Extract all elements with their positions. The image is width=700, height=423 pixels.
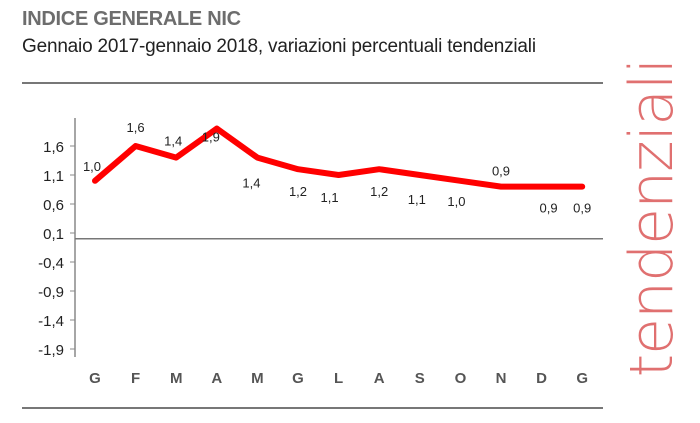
chart-title: INDICE GENERALE NIC [22, 8, 241, 30]
data-label: 1,1 [321, 190, 339, 205]
series-line [92, 125, 586, 190]
line-chart: 1,6 1,1 0,6 0,1 -0,4 -0,9 -1,4 -1,9 G F M A M G L A S O N D… [38, 118, 603, 387]
y-tick-label: 1,1 [43, 168, 64, 185]
y-tick-label: -1,9 [38, 342, 64, 359]
data-label: 1,9 [202, 130, 220, 145]
x-tick-label: F [131, 370, 140, 387]
data-label: 1,6 [127, 120, 145, 135]
x-tick-label: N [496, 370, 507, 387]
data-label: 1,2 [370, 184, 388, 199]
y-tick-label: 1,6 [43, 139, 64, 156]
x-tick-label: G [89, 370, 101, 387]
data-label: 0,9 [492, 164, 510, 179]
x-tick-label: L [334, 370, 343, 387]
x-tick-label: A [374, 370, 385, 387]
data-label: 1,2 [289, 184, 307, 199]
y-tick-label: -0,9 [38, 284, 64, 301]
chart-subtitle: Gennaio 2017-gennaio 2018, variazioni pe… [22, 36, 536, 57]
x-tick-label: M [251, 370, 264, 387]
x-tick-label: G [576, 370, 588, 387]
x-tick-label: O [455, 370, 467, 387]
data-label: 1,4 [242, 176, 260, 191]
data-label: 1,4 [164, 134, 182, 149]
data-label: 1,0 [447, 194, 465, 209]
data-label: 1,1 [408, 192, 426, 207]
x-tick-label: M [170, 370, 183, 387]
top-divider [22, 82, 603, 84]
y-tick-label: 0,1 [43, 226, 64, 243]
x-tick-label: D [536, 370, 547, 387]
x-tick-label: A [211, 370, 222, 387]
y-tick-label: -1,4 [38, 313, 64, 330]
y-tick-label: 0,6 [43, 197, 64, 214]
y-tick-label: -0,4 [38, 255, 64, 272]
bottom-divider [22, 407, 603, 409]
data-label: 1,0 [83, 159, 101, 174]
x-tick-label: G [292, 370, 304, 387]
data-label: 0,9 [540, 201, 558, 216]
data-label: 0,9 [573, 201, 591, 216]
x-tick-label: S [415, 370, 425, 387]
side-label: tendenziali [617, 58, 687, 378]
